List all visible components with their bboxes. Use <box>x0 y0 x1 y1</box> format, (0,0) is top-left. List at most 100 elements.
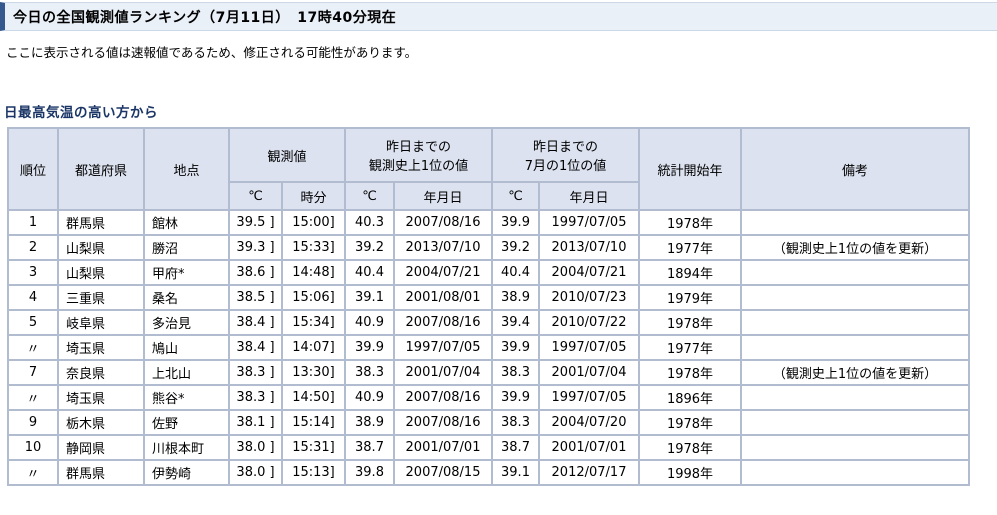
remarks-cell <box>740 434 970 461</box>
col-header-july-date: 年月日 <box>538 181 640 211</box>
stats-start-cell: 1978年 <box>638 434 742 461</box>
table-header-row-2: ℃ 時分 ℃ 年月日 ℃ 年月日 <box>8 181 969 211</box>
station-cell: 甲府* <box>143 259 230 286</box>
table-row: 4 三重県 桑名 38.5 ] 15:06] 39.1 2001/08/01 38.9 2010… <box>7 284 970 311</box>
rank-cell: 〃 <box>7 334 59 361</box>
july-date-cell: 2012/07/17 <box>538 459 640 486</box>
record-temp-cell: 40.3 <box>344 209 395 236</box>
prefecture-cell: 群馬県 <box>57 459 145 486</box>
col-header-record-date: 年月日 <box>393 181 493 211</box>
record-temp-cell: 39.8 <box>344 459 395 486</box>
observed-temp-cell: 38.5 ] <box>228 284 283 311</box>
table-row: 3 山梨県 甲府* 38.6 ] 14:48] 40.4 2004/07/21 40.4 200… <box>7 259 970 286</box>
station-cell: 熊谷* <box>143 384 230 411</box>
remarks-cell <box>740 334 970 361</box>
col-header-record-all-line1: 昨日までの <box>385 140 451 155</box>
prefecture-cell: 山梨県 <box>57 259 145 286</box>
observed-temp-cell: 38.6 ] <box>228 259 283 286</box>
station-cell: 上北山 <box>143 359 230 386</box>
rank-cell: 〃 <box>7 384 59 411</box>
ranking-table: 順位 都道府県 地点 観測値 昨日までの 観測史上1位の値 昨日までの 7月の1位の… <box>7 127 970 486</box>
col-header-record-july: 昨日までの 7月の1位の値 <box>491 127 640 183</box>
july-date-cell: 2004/07/21 <box>538 259 640 286</box>
col-header-remarks: 備考 <box>740 127 970 211</box>
table-row: 10 静岡県 川根本町 38.0 ] 15:31] 38.7 2001/07/01 38.7 2… <box>7 434 970 461</box>
prefecture-cell: 静岡県 <box>57 434 145 461</box>
july-date-cell: 2010/07/22 <box>538 309 640 336</box>
july-temp-cell: 40.4 <box>491 259 540 286</box>
col-header-record-all-line2: 観測史上1位の値 <box>368 159 469 174</box>
stats-start-cell: 1977年 <box>638 334 742 361</box>
rank-cell: 4 <box>7 284 59 311</box>
remarks-cell: （観測史上1位の値を更新） <box>740 359 970 386</box>
july-temp-cell: 38.3 <box>491 359 540 386</box>
col-header-record-july-line1: 昨日までの <box>532 140 598 155</box>
july-date-cell: 2001/07/01 <box>538 434 640 461</box>
record-date-cell: 2001/07/01 <box>393 434 493 461</box>
observed-temp-cell: 38.3 ] <box>228 384 283 411</box>
record-date-cell: 2001/07/04 <box>393 359 493 386</box>
stats-start-cell: 1979年 <box>638 284 742 311</box>
record-date-cell: 2007/08/15 <box>393 459 493 486</box>
observed-time-cell: 15:14] <box>281 409 346 436</box>
record-temp-cell: 38.7 <box>344 434 395 461</box>
observed-time-cell: 15:13] <box>281 459 346 486</box>
station-cell: 川根本町 <box>143 434 230 461</box>
remarks-cell <box>740 209 970 236</box>
station-cell: 館林 <box>143 209 230 236</box>
stats-start-cell: 1978年 <box>638 209 742 236</box>
station-cell: 多治見 <box>143 309 230 336</box>
july-temp-cell: 39.1 <box>491 459 540 486</box>
table-row: 2 山梨県 勝沼 39.3 ] 15:33] 39.2 2013/07/10 39.2 2013… <box>7 234 970 261</box>
record-date-cell: 2007/08/16 <box>393 384 493 411</box>
observed-temp-cell: 38.3 ] <box>228 359 283 386</box>
stats-start-cell: 1998年 <box>638 459 742 486</box>
july-temp-cell: 39.9 <box>491 209 540 236</box>
stats-start-cell: 1977年 <box>638 234 742 261</box>
observed-temp-cell: 38.0 ] <box>228 434 283 461</box>
july-temp-cell: 38.3 <box>491 409 540 436</box>
record-date-cell: 2001/08/01 <box>393 284 493 311</box>
july-date-cell: 2004/07/20 <box>538 409 640 436</box>
stats-start-cell: 1896年 <box>638 384 742 411</box>
table-row: 9 栃木県 佐野 38.1 ] 15:14] 38.9 2007/08/16 38.3 2004… <box>7 409 970 436</box>
table-row: 5 岐阜県 多治見 38.4 ] 15:34] 40.9 2007/08/16 39.4 201… <box>7 309 970 336</box>
july-date-cell: 2013/07/10 <box>538 234 640 261</box>
col-header-record-temp-unit: ℃ <box>344 181 395 211</box>
notice-text: ここに表示される値は速報値であるため、修正される可能性があります。 <box>6 45 418 60</box>
col-header-rank: 順位 <box>7 127 59 211</box>
station-cell: 鳩山 <box>143 334 230 361</box>
record-date-cell: 2007/08/16 <box>393 309 493 336</box>
remarks-cell <box>740 259 970 286</box>
rank-cell: 10 <box>7 434 59 461</box>
prefecture-cell: 群馬県 <box>57 209 145 236</box>
observed-temp-cell: 38.0 ] <box>228 459 283 486</box>
table-row: 〃埼玉県 鳩山 38.4 ] 14:07] 39.9 1997/07/05 39.9 1997… <box>7 334 970 361</box>
rank-cell: 5 <box>7 309 59 336</box>
july-date-cell: 1997/07/05 <box>538 334 640 361</box>
rank-cell: 2 <box>7 234 59 261</box>
record-date-cell: 2007/08/16 <box>393 409 493 436</box>
july-temp-cell: 38.7 <box>491 434 540 461</box>
rank-cell: 3 <box>7 259 59 286</box>
remarks-cell <box>740 409 970 436</box>
prefecture-cell: 奈良県 <box>57 359 145 386</box>
ranking-table-body: 1 群馬県 館林 39.5 ] 15:00] 40.3 2007/08/16 39.9 1997… <box>7 209 970 486</box>
station-cell: 勝沼 <box>143 234 230 261</box>
stats-start-cell: 1978年 <box>638 409 742 436</box>
observed-time-cell: 15:00] <box>281 209 346 236</box>
stats-start-cell: 1978年 <box>638 359 742 386</box>
july-temp-cell: 39.4 <box>491 309 540 336</box>
stats-start-cell: 1894年 <box>638 259 742 286</box>
observed-time-cell: 15:34] <box>281 309 346 336</box>
remarks-cell <box>740 384 970 411</box>
record-date-cell: 1997/07/05 <box>393 334 493 361</box>
col-header-station: 地点 <box>143 127 230 211</box>
record-temp-cell: 39.1 <box>344 284 395 311</box>
rank-cell: 9 <box>7 409 59 436</box>
station-cell: 伊勢崎 <box>143 459 230 486</box>
prefecture-cell: 山梨県 <box>57 234 145 261</box>
observed-temp-cell: 39.3 ] <box>228 234 283 261</box>
record-temp-cell: 40.9 <box>344 309 395 336</box>
